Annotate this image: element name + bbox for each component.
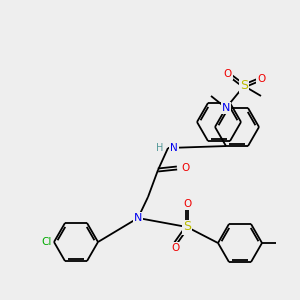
Text: O: O bbox=[257, 74, 265, 84]
Text: Cl: Cl bbox=[42, 237, 52, 247]
Text: O: O bbox=[224, 69, 232, 79]
Text: O: O bbox=[171, 243, 179, 253]
Text: S: S bbox=[240, 80, 248, 92]
Text: O: O bbox=[183, 199, 191, 209]
Text: O: O bbox=[181, 163, 189, 173]
Text: H: H bbox=[156, 143, 163, 153]
Text: N: N bbox=[222, 103, 230, 113]
Text: S: S bbox=[183, 220, 191, 233]
Text: N: N bbox=[134, 213, 142, 223]
Text: N: N bbox=[170, 143, 178, 153]
